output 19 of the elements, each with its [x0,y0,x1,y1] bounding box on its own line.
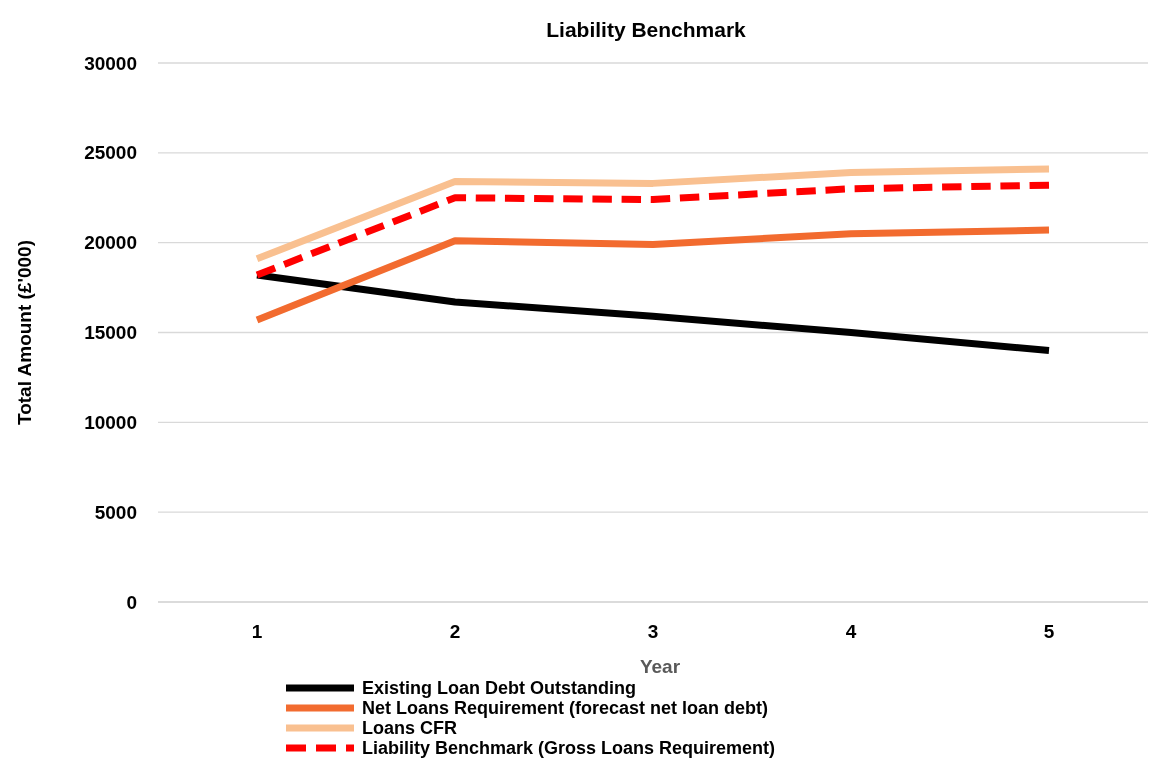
legend-label: Existing Loan Debt Outstanding [362,678,636,699]
y-tick-label: 30000 [84,52,137,74]
x-axis-title: Year [639,656,681,677]
x-tick-label: 5 [1043,621,1055,642]
legend-label: Loans CFR [362,718,458,739]
x-tick-label: 1 [251,621,263,642]
legend-label: Net Loans Requirement (forecast net loan debt) [362,698,769,719]
legend-label: Liability Benchmark (Gross Loans Requirement) [362,738,776,759]
x-tick-label: 4 [845,621,857,642]
y-tick-label: 15000 [84,322,137,344]
y-tick-label: 5000 [94,501,137,523]
y-tick-label: 25000 [84,142,137,164]
y-axis-title: Total Amount (£'000) [14,239,35,426]
y-tick-label: 20000 [84,232,137,254]
y-tick-label: 0 [126,591,137,613]
y-tick-label: 10000 [84,411,137,433]
x-tick-label: 2 [449,621,461,642]
x-tick-label: 3 [647,621,659,642]
chart-title: Liability Benchmark [546,18,747,41]
